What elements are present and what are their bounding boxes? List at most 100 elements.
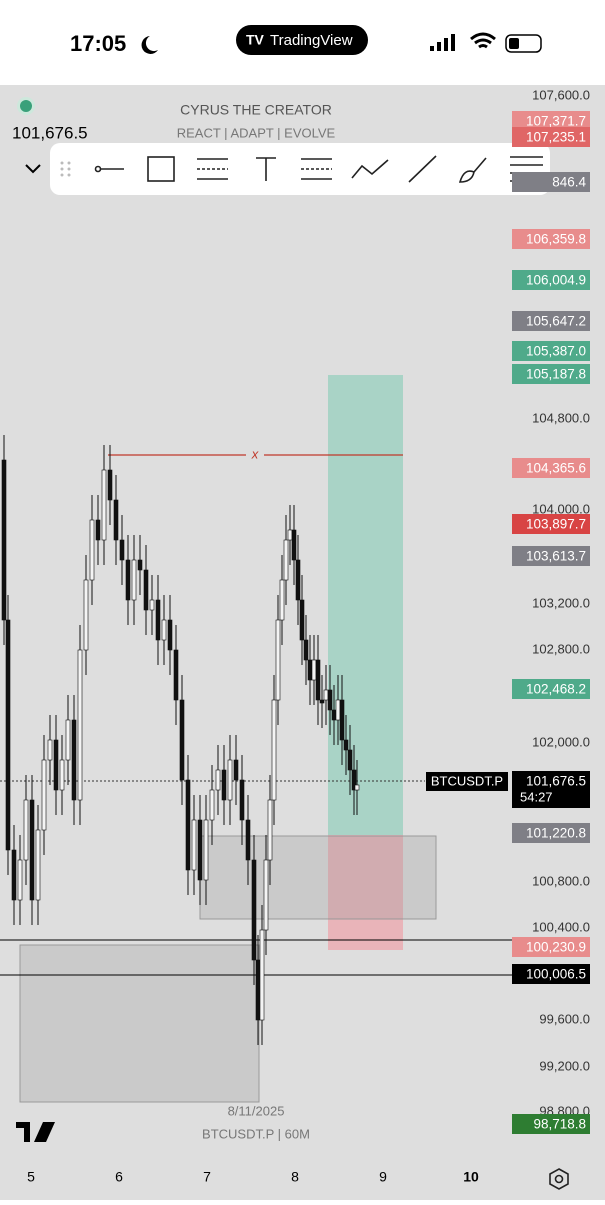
candle-body (315, 659, 321, 701)
tool-menu[interactable] (510, 156, 543, 182)
candle-body (275, 619, 281, 701)
time-tick-label: 8 (291, 1169, 299, 1185)
price-label: 98,718.8 (533, 1117, 586, 1132)
header-price: 101,676.5 (12, 123, 88, 142)
price-tick-label: 102,000.0 (532, 734, 590, 749)
candle-body (137, 559, 143, 571)
tv-logo (16, 1122, 55, 1142)
symbol-tag-bg (426, 772, 508, 791)
zone-box (199, 835, 437, 920)
price-label-bg (512, 679, 590, 699)
candle-body (259, 929, 265, 1021)
candle-body (95, 519, 101, 541)
candle-body (307, 659, 313, 681)
candle-body (11, 849, 17, 901)
tool-text[interactable] (256, 157, 276, 181)
price-label-bg (512, 111, 590, 131)
candle-body (119, 539, 125, 561)
tool-path[interactable] (351, 159, 389, 179)
candle-body (215, 769, 221, 791)
tool-trend[interactable] (408, 155, 437, 183)
app-logo: TV (246, 32, 265, 48)
price-axis: 107,600.0 104,800.0 104,000.0 103,200.0 102,… (532, 87, 590, 1118)
candle-body (279, 579, 285, 621)
candle-body (303, 639, 309, 661)
candle-body (209, 789, 215, 821)
price-tick-label: 107,600.0 (532, 87, 590, 102)
candle-body (267, 799, 273, 861)
time-tick-label: 7 (203, 1169, 211, 1185)
price-label: 100,006.5 (526, 967, 586, 982)
tool-fib[interactable] (197, 158, 228, 180)
app-pill (236, 25, 368, 55)
price-label-bg (512, 964, 590, 984)
candle-body (1, 459, 7, 621)
price-label-bg (512, 341, 590, 361)
price-tick-label: 100,800.0 (532, 873, 590, 888)
tool-rectangle[interactable] (147, 156, 175, 182)
price-tick-label: 100,400.0 (532, 919, 590, 934)
tool-brush[interactable] (458, 157, 487, 183)
indicator-subtitle: REACT | ADAPT | EVOLVE (177, 125, 336, 140)
candle-body (125, 559, 131, 601)
time-axis: 5 6 7 8 9 10 (27, 1169, 479, 1185)
candle-body (35, 829, 41, 901)
candle-body (107, 469, 113, 501)
price-label: 103,897.7 (526, 517, 586, 532)
candle-body (185, 779, 191, 871)
tool-pattern[interactable] (301, 158, 332, 180)
candle-body (167, 619, 173, 651)
candle-body (295, 559, 301, 601)
candle-body (17, 859, 23, 901)
price-tick-label: 102,800.0 (532, 641, 590, 656)
candle-body (83, 579, 89, 651)
tool-line[interactable] (94, 165, 125, 173)
candle-body (255, 959, 261, 1021)
price-label-bg (512, 311, 590, 331)
price-tick-label: 104,800.0 (532, 410, 590, 425)
price-label-bg (512, 229, 590, 249)
candle-body (113, 499, 119, 541)
status-dot-core (20, 100, 32, 112)
settings-button[interactable] (549, 1168, 569, 1190)
collapse-button[interactable] (25, 164, 41, 174)
price-label: 107,371.7 (526, 114, 586, 129)
candle-body (59, 759, 65, 791)
price-tick-label: 99,600.0 (539, 1011, 590, 1026)
candle-body (203, 819, 209, 881)
moon-icon (141, 36, 158, 54)
price-label: 105,387.0 (526, 344, 586, 359)
price-label: 101,676.5 (526, 774, 586, 789)
drawing-toolbar (50, 143, 550, 195)
candle-body (233, 759, 239, 781)
price-label: 102,468.2 (526, 682, 586, 697)
battery-level (509, 38, 519, 49)
chart-symbol: BTCUSDT.P | 60M (202, 1126, 310, 1141)
candle-body (335, 699, 341, 721)
price-label: 106,359.8 (526, 232, 586, 247)
time-tick-label: 6 (115, 1169, 123, 1185)
candle-body (77, 649, 83, 801)
crosshair-date: 8/11/2025 (228, 1103, 285, 1118)
candle-body (227, 759, 233, 801)
candle-body (149, 599, 155, 611)
signal-icon (430, 34, 455, 51)
price-label-bg (512, 172, 590, 192)
price-tick-label: 103,200.0 (532, 595, 590, 610)
candle-body (283, 539, 289, 581)
time-tick-label: 10 (463, 1169, 479, 1185)
drag-handle[interactable] (60, 161, 71, 177)
zone-box (19, 944, 260, 1103)
battery-icon (505, 34, 542, 53)
app-name: TradingView (270, 32, 353, 49)
candle-body (347, 749, 353, 771)
candle-body (131, 559, 137, 601)
indicator-title: CYRUS THE CREATOR (180, 102, 332, 118)
candle-body (287, 529, 293, 541)
price-label-bg (512, 1114, 590, 1134)
candle-body (89, 519, 95, 581)
candle-body (263, 859, 269, 931)
clock: 17:05 (70, 31, 126, 56)
